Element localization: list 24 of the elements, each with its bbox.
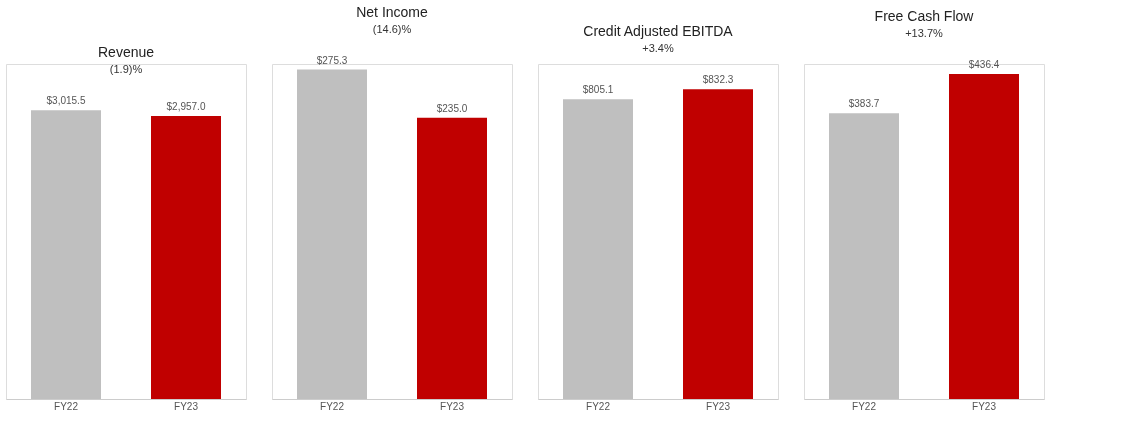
data-label: $235.0 bbox=[436, 102, 468, 114]
data-label: $383.7 bbox=[848, 98, 880, 110]
x-tick-label: FY22 bbox=[320, 400, 345, 412]
x-tick-label: FY22 bbox=[586, 400, 611, 412]
data-label: $2,957.0 bbox=[166, 100, 206, 112]
chart-title: Revenue bbox=[97, 44, 155, 60]
data-label: $436.4 bbox=[968, 59, 1000, 71]
data-label: $805.1 bbox=[582, 84, 614, 96]
data-label: $275.3 bbox=[316, 54, 348, 66]
x-tick-label: FY22 bbox=[852, 400, 877, 412]
chart-title: Free Cash Flow bbox=[874, 8, 975, 25]
text: (14.6)% bbox=[372, 22, 412, 35]
text: +3.4% bbox=[642, 42, 674, 55]
data-label: $3,015.5 bbox=[46, 95, 86, 107]
text: (1.9)% bbox=[109, 63, 143, 76]
x-tick-label: FY23 bbox=[174, 400, 199, 412]
x-tick-label: FY23 bbox=[706, 400, 731, 412]
chart-title: Credit Adjusted EBITDA bbox=[583, 23, 734, 40]
text: +13.7% bbox=[905, 27, 944, 40]
x-tick-label: FY23 bbox=[972, 400, 997, 412]
data-label: $832.3 bbox=[702, 74, 734, 86]
x-tick-label: FY23 bbox=[440, 400, 465, 412]
chart-title: Net Income bbox=[356, 3, 428, 20]
x-tick-label: FY22 bbox=[54, 400, 79, 412]
